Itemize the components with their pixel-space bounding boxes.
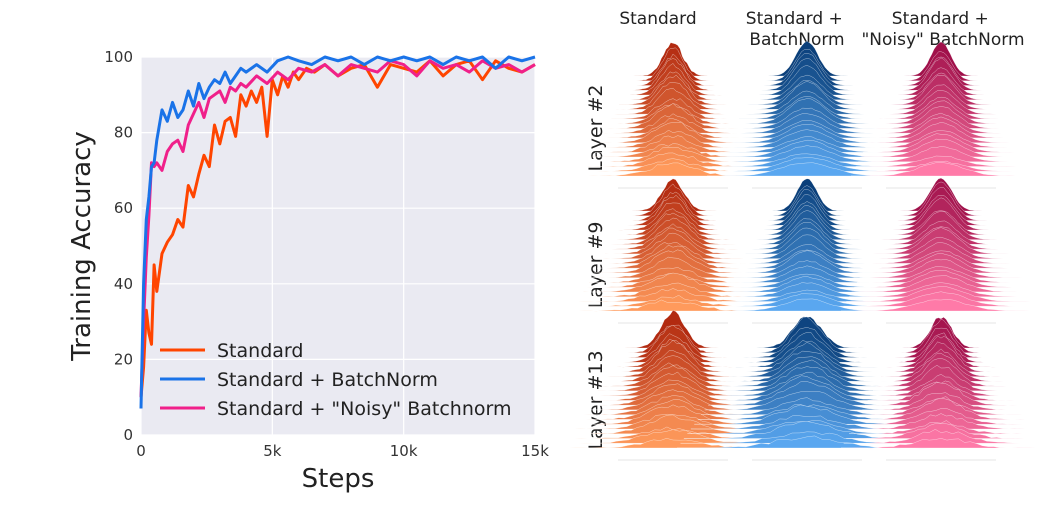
ridge-panel — [841, 177, 1041, 324]
ridge-panel — [573, 178, 773, 324]
column-titles: Standard Standard + BatchNorm Standard +… — [619, 9, 1024, 50]
ridge-curve — [846, 423, 1036, 439]
x-tick-label: 5k — [263, 442, 282, 460]
distribution-ridgeline-grid: Standard Standard + BatchNorm Standard +… — [563, 9, 1041, 461]
plot-background — [141, 57, 535, 435]
y-tick-labels: 0 20 40 60 80 100 — [104, 48, 133, 444]
ridge-curve — [707, 162, 907, 177]
ridge-curve — [841, 438, 1041, 449]
ridgeline-panels — [563, 40, 1041, 461]
ridge-panel — [851, 41, 1031, 189]
column-title-batchnorm: Standard + BatchNorm — [746, 9, 848, 50]
row-title-layer-2: Layer #2 — [585, 84, 607, 171]
ridge-curve — [843, 291, 1039, 307]
ridge-curve — [843, 429, 1039, 444]
x-tick-label: 10k — [390, 442, 418, 460]
series-line-standard — [139, 59, 536, 398]
ridge-panel — [717, 178, 897, 324]
y-tick-label: 80 — [114, 124, 133, 142]
x-tick-label: 0 — [136, 442, 146, 460]
ridge-curve — [841, 299, 1041, 312]
ridge-curve — [583, 162, 763, 177]
ridge-panel — [563, 309, 783, 461]
ridge-panel — [707, 40, 907, 189]
y-tick-label: 60 — [114, 199, 133, 217]
ridge-curve — [858, 146, 1024, 162]
series-line-noisy-batchnorm — [139, 59, 536, 398]
legend-label-noisy-batchnorm: Standard + "Noisy" Batchnorm — [217, 398, 511, 420]
x-axis-title: Steps — [302, 464, 375, 494]
legend-label-batchnorm: Standard + BatchNorm — [217, 369, 438, 391]
legend-label-standard: Standard — [217, 340, 303, 362]
x-tick-labels: 0 5k 10k 15k — [136, 442, 549, 460]
ridge-panel — [841, 316, 1041, 461]
column-title-standard: Standard — [619, 9, 696, 29]
series-lines — [139, 55, 536, 409]
x-tick-label: 15k — [521, 442, 549, 460]
legend: Standard Standard + BatchNorm Standard +… — [160, 340, 511, 420]
row-titles: Layer #2 Layer #9 Layer #13 — [585, 84, 607, 449]
ridge-curve — [851, 413, 1031, 430]
ridge-curve — [717, 298, 897, 312]
row-title-layer-13: Layer #13 — [585, 350, 607, 449]
column-title-noisy-batchnorm: Standard + "Noisy" BatchNorm — [861, 9, 1024, 50]
training-accuracy-line-chart: 0 20 40 60 80 100 0 5k 10k 15k Training Accuracy… — [67, 48, 549, 494]
y-tick-label: 40 — [114, 275, 133, 293]
y-tick-label: 20 — [114, 350, 133, 368]
ridge-curve — [591, 256, 755, 278]
row-title-layer-9: Layer #9 — [585, 221, 607, 308]
ridge-panel — [583, 42, 763, 189]
y-tick-label: 100 — [104, 48, 133, 66]
ridge-curve — [599, 121, 747, 143]
series-line-batchnorm — [139, 55, 536, 409]
y-axis-title: Training Accuracy — [67, 131, 97, 362]
ridge-panel — [677, 316, 937, 461]
y-tick-label: 0 — [123, 426, 133, 444]
ridge-curve — [851, 162, 1031, 177]
